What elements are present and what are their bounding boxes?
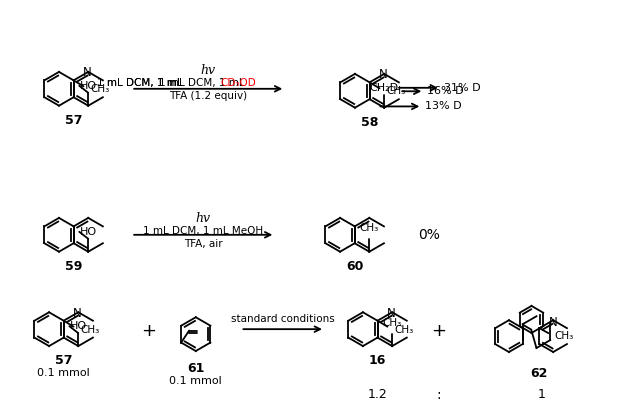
Text: CD₃OD: CD₃OD <box>220 78 256 88</box>
Text: 0.1 mmol: 0.1 mmol <box>37 368 90 378</box>
Text: CH₃: CH₃ <box>555 331 574 341</box>
Text: 57: 57 <box>65 114 82 127</box>
Text: 31% D: 31% D <box>444 83 480 93</box>
Text: HO: HO <box>80 227 97 237</box>
Text: N: N <box>379 68 387 81</box>
Text: CH₃: CH₃ <box>383 318 402 328</box>
Text: 57: 57 <box>55 354 72 367</box>
Text: N: N <box>549 316 558 329</box>
Text: 60: 60 <box>346 260 363 273</box>
Text: 0.1 mmol: 0.1 mmol <box>170 376 222 386</box>
Text: HO: HO <box>80 81 97 91</box>
Text: 1: 1 <box>537 388 545 401</box>
Text: hv: hv <box>196 212 211 225</box>
Text: N: N <box>387 307 396 320</box>
Text: CH₃: CH₃ <box>394 325 413 335</box>
Text: TFA, air: TFA, air <box>184 239 223 249</box>
Text: 62: 62 <box>530 367 548 380</box>
Text: 1 mL DCM, 1 mL: 1 mL DCM, 1 mL <box>97 78 186 88</box>
Text: 1 mL DCM, 1 mL MeOH: 1 mL DCM, 1 mL MeOH <box>143 226 263 236</box>
Text: CH₂D: CH₂D <box>370 83 399 93</box>
Text: CH₃: CH₃ <box>90 84 110 94</box>
Text: CH₃: CH₃ <box>80 325 100 335</box>
Text: 0%: 0% <box>418 228 440 242</box>
Text: standard conditions: standard conditions <box>231 314 334 324</box>
Text: 59: 59 <box>65 260 82 273</box>
Text: 16: 16 <box>369 354 386 367</box>
Text: HO: HO <box>70 321 87 331</box>
Text: +: + <box>431 322 447 340</box>
Text: 13% D: 13% D <box>425 102 462 111</box>
Text: 61: 61 <box>187 363 204 375</box>
Text: 16% D: 16% D <box>427 86 464 96</box>
Text: CH₃: CH₃ <box>386 86 405 96</box>
Text: 1 mL DCM, 1 mL: 1 mL DCM, 1 mL <box>159 78 248 88</box>
Text: N: N <box>83 67 92 79</box>
Text: hv: hv <box>201 65 216 77</box>
Text: :: : <box>437 388 441 402</box>
Text: TFA (1.2 equiv): TFA (1.2 equiv) <box>169 91 247 101</box>
Text: 58: 58 <box>361 116 378 129</box>
Text: 1 mL DCM, 1 mL: 1 mL DCM, 1 mL <box>97 78 186 88</box>
Text: CH₃: CH₃ <box>360 223 379 233</box>
Text: N: N <box>73 307 82 320</box>
Text: 1.2: 1.2 <box>368 388 387 401</box>
Text: +: + <box>142 322 157 340</box>
